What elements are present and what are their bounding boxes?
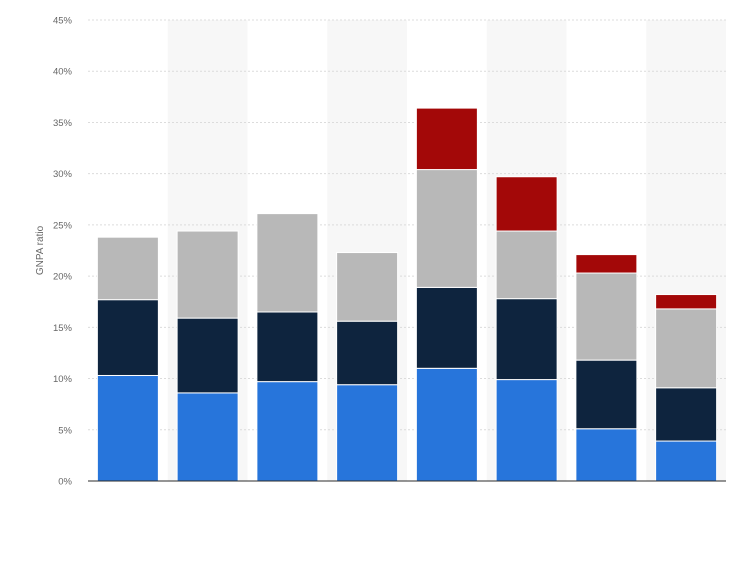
bar-segment: [655, 294, 718, 310]
bar-segment: [415, 107, 478, 171]
bar-stack: [415, 107, 478, 482]
y-tick-label: 45%: [53, 16, 73, 27]
y-tick-label: 25%: [53, 220, 73, 231]
bar-segment: [256, 381, 319, 482]
bar-segment: [575, 272, 638, 361]
y-tick-label: 0%: [58, 477, 72, 488]
bar-segment: [176, 392, 239, 482]
y-tick-label: 20%: [53, 272, 73, 283]
y-axis-ticks: 0% 5% 10% 15% 20% 25% 30% 35% 40% 45%: [53, 16, 73, 488]
bar-stack: [336, 252, 399, 482]
bar-segment: [495, 379, 558, 482]
bar-segment: [495, 230, 558, 300]
bar-segment: [336, 384, 399, 482]
y-tick-label: 40%: [53, 67, 73, 78]
bar-stack: [575, 254, 638, 482]
bar-segment: [96, 236, 159, 301]
bar-segment: [176, 317, 239, 394]
y-axis-label: GNPA ratio: [35, 225, 46, 275]
bar-segment: [96, 374, 159, 482]
bar-segment: [575, 254, 638, 274]
bar-segment: [575, 359, 638, 430]
bar-stack: [176, 230, 239, 482]
bar-segment: [495, 298, 558, 381]
bar-segment: [655, 387, 718, 442]
y-tick-label: 15%: [53, 323, 73, 334]
bar-segment: [415, 286, 478, 369]
bar-stack: [655, 294, 718, 482]
bar-segment: [96, 299, 159, 376]
bar-segment: [336, 252, 399, 322]
bar-stack: [256, 213, 319, 482]
bar-segment: [336, 320, 399, 386]
bar-segment: [575, 428, 638, 482]
bar-stack: [96, 236, 159, 482]
bar-segment: [176, 230, 239, 319]
bar-segment: [495, 176, 558, 232]
y-tick-label: 30%: [53, 169, 73, 180]
y-tick-label: 35%: [53, 118, 73, 129]
y-tick-label: 5%: [58, 425, 72, 436]
bar-segment: [415, 169, 478, 288]
bar-stack: [495, 176, 558, 482]
bar-segment: [256, 311, 319, 383]
bars: [96, 107, 718, 482]
bar-segment: [256, 213, 319, 313]
bar-segment: [415, 367, 478, 482]
bar-segment: [655, 440, 718, 482]
y-tick-label: 10%: [53, 374, 73, 385]
bar-segment: [655, 308, 718, 389]
